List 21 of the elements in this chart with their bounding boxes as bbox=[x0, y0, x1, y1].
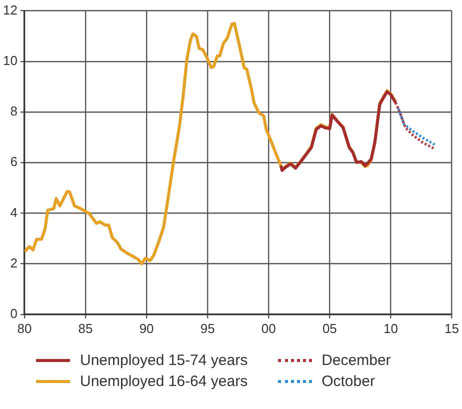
x-tick-label: 90 bbox=[139, 320, 154, 336]
y-tick-label: 8 bbox=[10, 104, 18, 119]
y-tick-label: 4 bbox=[10, 204, 18, 220]
y-tick-label: 0 bbox=[10, 306, 18, 321]
x-tick-label: 00 bbox=[261, 320, 276, 336]
line-series bbox=[396, 106, 436, 146]
y-tick-label: 10 bbox=[2, 52, 18, 68]
y-tick-label: 6 bbox=[10, 154, 18, 170]
x-tick-label: 05 bbox=[322, 320, 337, 336]
legend-label: December bbox=[322, 352, 391, 369]
line-series bbox=[394, 101, 436, 150]
legend-label: October bbox=[322, 373, 375, 390]
x-tick-label: 95 bbox=[200, 320, 215, 336]
y-tick-label: 2 bbox=[10, 255, 18, 270]
x-tick-label: 80 bbox=[17, 320, 32, 336]
x-tick-label: 15 bbox=[444, 320, 460, 336]
x-tick-label: 85 bbox=[78, 320, 93, 336]
x-tick-label: 10 bbox=[383, 320, 398, 336]
y-tick-label: 12 bbox=[2, 2, 18, 18]
legend-label: Unemployed 16-64 years bbox=[80, 373, 248, 390]
legend-label: Unemployed 15-74 years bbox=[80, 352, 248, 369]
